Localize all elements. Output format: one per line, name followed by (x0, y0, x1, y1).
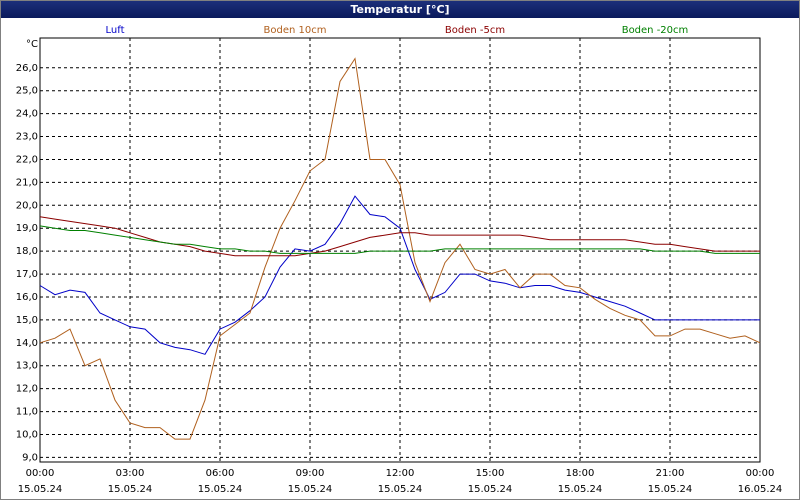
y-tick-label: 25,0 (16, 86, 38, 97)
x-tick-label: 09:00 (296, 468, 325, 479)
x-tick-label: 00:00 (746, 468, 775, 479)
y-tick-label: 20,0 (16, 200, 38, 211)
y-tick-label: 9,0 (22, 452, 38, 463)
x-tick-label: 21:00 (656, 468, 685, 479)
chart-title: Temperatur [°C] (350, 3, 449, 16)
x-tick-date: 15.05.24 (18, 484, 63, 495)
x-tick-date: 15.05.24 (108, 484, 153, 495)
x-tick-label: 00:00 (26, 468, 55, 479)
x-tick-label: 18:00 (566, 468, 595, 479)
y-tick-label: 13,0 (16, 361, 38, 372)
y-tick-label: 11,0 (16, 407, 38, 418)
x-tick-date: 15.05.24 (198, 484, 243, 495)
y-tick-label: 16,0 (16, 292, 38, 303)
x-tick-date: 15.05.24 (378, 484, 423, 495)
y-tick-label: 17,0 (16, 269, 38, 280)
y-tick-label: 24,0 (16, 109, 38, 120)
x-tick-date: 15.05.24 (288, 484, 333, 495)
y-unit: °C (26, 39, 38, 50)
x-tick-label: 15:00 (476, 468, 505, 479)
x-tick-label: 03:00 (116, 468, 145, 479)
y-tick-label: 22,0 (16, 154, 38, 165)
x-tick-date: 16.05.24 (738, 484, 783, 495)
legend-entry: Boden -20cm (622, 25, 689, 36)
y-tick-label: 14,0 (16, 338, 38, 349)
legend-entry: Boden -5cm (445, 25, 505, 36)
y-tick-label: 18,0 (16, 246, 38, 257)
y-tick-label: 21,0 (16, 177, 38, 188)
x-tick-date: 15.05.24 (468, 484, 513, 495)
legend-entry: Luft (106, 25, 125, 36)
y-tick-label: 15,0 (16, 315, 38, 326)
y-tick-label: 12,0 (16, 384, 38, 395)
x-tick-label: 12:00 (386, 468, 415, 479)
x-tick-date: 15.05.24 (648, 484, 693, 495)
legend-entry: Boden 10cm (264, 25, 327, 36)
title-bar (1, 1, 799, 18)
series-line (39, 57, 761, 440)
series-line (39, 225, 760, 254)
y-tick-label: 19,0 (16, 223, 38, 234)
y-tick-label: 26,0 (16, 63, 38, 74)
x-tick-label: 06:00 (206, 468, 235, 479)
y-tick-label: 23,0 (16, 132, 38, 143)
x-tick-date: 15.05.24 (558, 484, 603, 495)
y-tick-label: 10,0 (16, 429, 38, 440)
plot-border (39, 37, 761, 463)
series-line (39, 195, 760, 355)
